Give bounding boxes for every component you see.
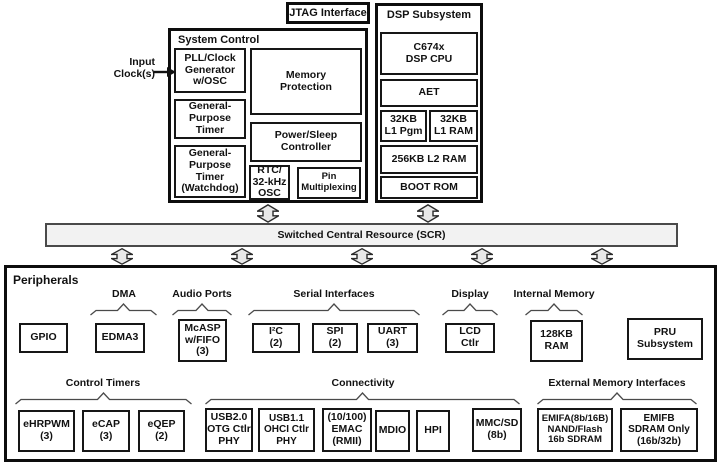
- memory-protection-box: Memory Protection: [250, 48, 362, 115]
- c674x-dsp-cpu-box: C674x DSP CPU: [380, 32, 478, 75]
- mcasp-box: McASP w/FIFO (3): [178, 319, 227, 362]
- scr-bus-bar: Switched Central Resource (SCR): [45, 223, 678, 247]
- bidirectional-arrow-icon: [471, 248, 493, 265]
- group-label-serial-interfaces: Serial Interfaces: [293, 288, 375, 300]
- brace-control-timers: [15, 392, 192, 405]
- dsp-subsystem-title: DSP Subsystem: [386, 9, 472, 21]
- ecap-box: eCAP (3): [82, 410, 130, 452]
- bidirectional-arrow-icon: [111, 248, 133, 265]
- usb11-ohci-box: USB1.1 OHCI Ctlr PHY: [258, 408, 315, 452]
- peripherals-title: Peripherals: [13, 273, 79, 287]
- edma3-box: EDMA3: [95, 323, 145, 353]
- brace-dma: [90, 303, 157, 316]
- bidirectional-arrow-icon: [417, 204, 439, 223]
- brace-serial-interfaces: [248, 303, 420, 316]
- lcd-ctlr-box: LCD Ctlr: [445, 323, 495, 353]
- system-control-container: System Control PLL/Clock Generator w/OSC…: [168, 28, 368, 203]
- pin-multiplexing-box: Pin Multiplexing: [297, 167, 361, 199]
- bidirectional-arrow-icon: [231, 248, 253, 265]
- ehrpwm-box: eHRPWM (3): [18, 410, 75, 452]
- mmcsd-box: MMC/SD (8b): [472, 408, 522, 452]
- hpi-box: HPI: [416, 410, 450, 452]
- rtc-32khz-osc-box: RTC/ 32-kHz OSC: [249, 164, 290, 200]
- group-label-audio-ports: Audio Ports: [172, 288, 232, 300]
- l1-ram-box: 32KB L1 RAM: [429, 110, 478, 142]
- uart-box: UART (3): [367, 323, 418, 353]
- bidirectional-arrow-icon: [257, 204, 279, 223]
- bidirectional-arrow-icon: [591, 248, 613, 265]
- general-purpose-timer-box: General- Purpose Timer: [174, 99, 246, 139]
- group-label-external-memory: External Memory Interfaces: [548, 377, 686, 389]
- power-sleep-controller-box: Power/Sleep Controller: [250, 122, 362, 162]
- eqep-box: eQEP (2): [138, 410, 185, 452]
- input-clocks-label: Input Clock(s): [113, 56, 155, 80]
- pll-clock-generator-box: PLL/Clock Generator w/OSC: [174, 48, 246, 93]
- spi-box: SPI (2): [312, 323, 358, 353]
- jtag-interface-box: JTAG Interface: [286, 2, 370, 24]
- brace-audio-ports: [172, 303, 232, 316]
- group-label-connectivity: Connectivity: [331, 377, 395, 389]
- dsp-subsystem-container: DSP Subsystem C674x DSP CPU AET 32KB L1 …: [375, 3, 483, 203]
- input-clock-right-arrow-icon: [154, 67, 176, 77]
- ram-128kb-box: 128KB RAM: [530, 320, 583, 362]
- pru-subsystem-box: PRU Subsystem: [627, 318, 703, 360]
- group-label-control-timers: Control Timers: [65, 377, 141, 389]
- brace-internal-memory: [525, 303, 583, 316]
- brace-display: [442, 303, 498, 316]
- i2c-box: I²C (2): [252, 323, 300, 353]
- aet-box: AET: [380, 79, 478, 107]
- scr-label: Switched Central Resource (SCR): [277, 229, 446, 241]
- general-purpose-timer-watchdog-box: General- Purpose Timer (Watchdog): [174, 145, 246, 198]
- boot-rom-box: BOOT ROM: [380, 176, 478, 199]
- emac-box: (10/100) EMAC (RMII): [322, 408, 372, 452]
- emifa-box: EMIFA(8b/16B) NAND/Flash 16b SDRAM: [537, 408, 613, 452]
- group-label-dma: DMA: [112, 288, 136, 300]
- brace-connectivity: [205, 392, 520, 405]
- gpio-box: GPIO: [19, 323, 68, 353]
- brace-external-memory: [537, 392, 697, 405]
- group-label-display: Display: [451, 288, 489, 300]
- emifb-box: EMIFB SDRAM Only (16b/32b): [620, 408, 698, 452]
- bidirectional-arrow-icon: [351, 248, 373, 265]
- usb20-otg-box: USB2.0 OTG Ctlr PHY: [205, 408, 253, 452]
- system-control-title: System Control: [178, 34, 260, 46]
- l2-ram-box: 256KB L2 RAM: [380, 145, 478, 174]
- mdio-box: MDIO: [375, 410, 410, 452]
- peripherals-container: Peripherals DMA Audio Ports Serial Inter…: [4, 265, 717, 462]
- group-label-internal-memory: Internal Memory: [513, 288, 595, 300]
- l1-pgm-box: 32KB L1 Pgm: [380, 110, 427, 142]
